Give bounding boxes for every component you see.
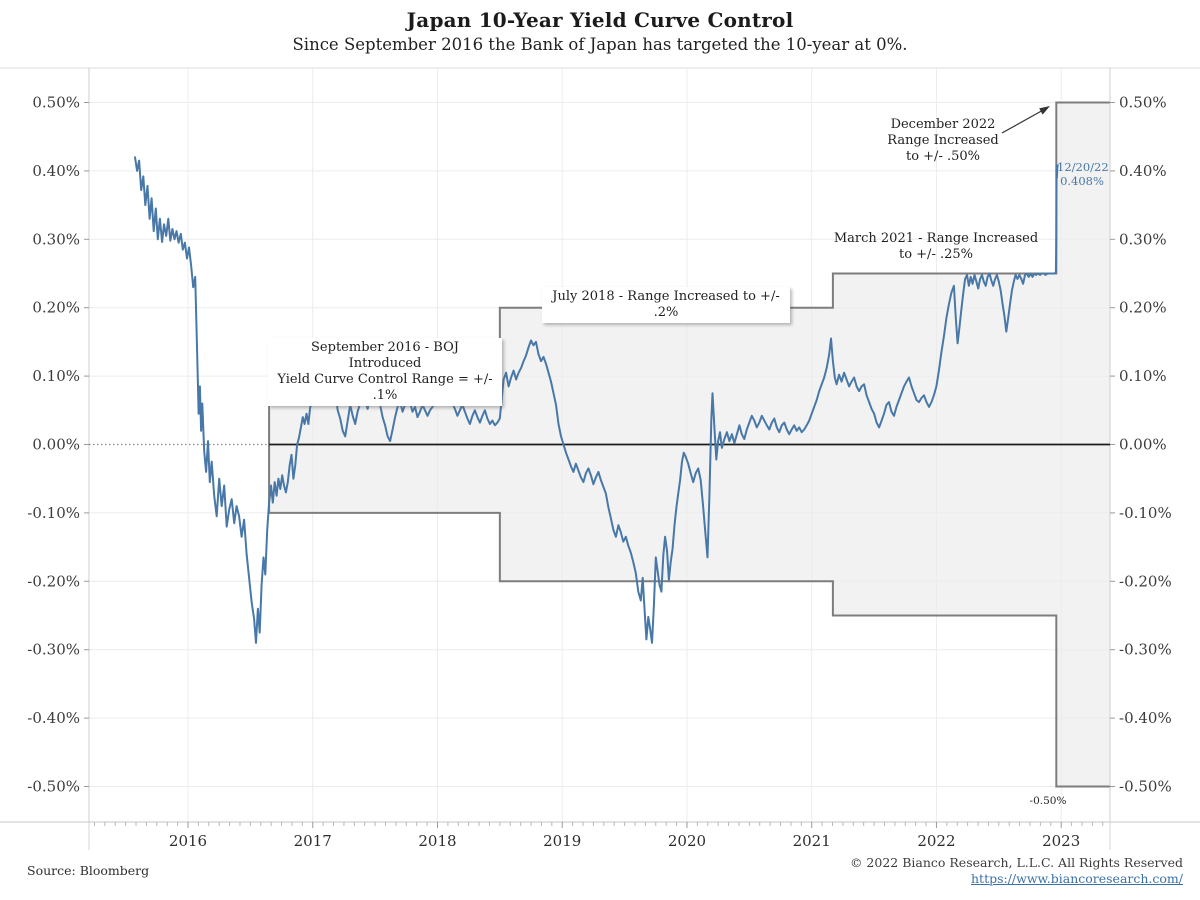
chart-title: Japan 10-Year Yield Curve Control (406, 8, 794, 32)
last-point-date: 12/20/22 (1057, 160, 1109, 174)
source-note: Source: Bloomberg (27, 863, 150, 878)
y-axis-tick-label-right: 0.40% (1119, 162, 1167, 180)
y-axis-tick-label-right: 0.20% (1119, 299, 1167, 317)
annotation-line: December 2022 (890, 117, 996, 132)
annotation-line: Yield Curve Control Range = +/- .1% (277, 372, 493, 403)
annotation-line: to +/- .50% (905, 149, 980, 164)
y-axis-tick-label-left: -0.20% (27, 572, 80, 590)
y-axis-tick-label-left: 0.10% (32, 367, 80, 385)
chart-subtitle: Since September 2016 the Bank of Japan h… (292, 35, 908, 54)
y-axis-tick-label-left: -0.50% (27, 778, 80, 796)
y-axis-tick-label-left: -0.30% (27, 641, 80, 659)
y-axis-tick-label-right: 0.30% (1119, 230, 1167, 248)
annotation-line: to +/- .25% (898, 247, 973, 262)
y-axis-tick-label-right: -0.40% (1119, 709, 1172, 727)
y-axis-tick-label-left: -0.40% (27, 709, 80, 727)
y-axis-tick-label-left: 0.50% (32, 94, 80, 112)
x-axis-tick-label: 2023 (1042, 832, 1080, 850)
y-axis-tick-label-left: 0.20% (32, 299, 80, 317)
x-axis-tick-label: 2016 (169, 832, 207, 850)
y-axis-tick-label-left: 0.40% (32, 162, 80, 180)
y-axis-tick-label-right: -0.50% (1119, 778, 1172, 796)
copyright-text: © 2022 Bianco Research, L.L.C. All Right… (849, 855, 1183, 870)
bianco-research-link[interactable]: https://www.biancoresearch.com/ (971, 871, 1183, 886)
x-axis-tick-label: 2018 (418, 832, 456, 850)
y-axis-tick-label-left: 0.00% (32, 436, 80, 454)
x-axis-tick-label: 2017 (294, 832, 332, 850)
y-axis-tick-label-left: -0.10% (27, 504, 80, 522)
y-axis-tick-label-right: 0.00% (1119, 436, 1167, 454)
annotation-mar-2021: March 2021 - Range Increased to +/- .25% (826, 231, 1046, 263)
chart-header: Japan 10-Year Yield Curve Control Since … (0, 8, 1200, 54)
y-axis-tick-label-left: 0.30% (32, 230, 80, 248)
annotation-arrow-head (1039, 106, 1050, 115)
annotation-line: March 2021 - Range Increased (833, 231, 1039, 246)
y-axis-tick-label-right: 0.50% (1119, 94, 1167, 112)
annotation-line: Range Increased (887, 133, 999, 148)
y-axis-tick-label-right: -0.30% (1119, 641, 1172, 659)
y-axis-tick-label-right: 0.10% (1119, 367, 1167, 385)
last-point-value: 0.408% (1060, 173, 1104, 188)
annotation-jul-2018: July 2018 - Range Increased to +/- .2% (542, 287, 790, 323)
x-axis-tick-label: 2021 (793, 832, 831, 850)
band-floor-label: -0.50% (1029, 795, 1067, 807)
annotation-dec-2022: December 2022 Range Increased to +/- .50… (868, 117, 1018, 165)
annotation-line: July 2018 - Range Increased to +/- .2% (552, 289, 780, 320)
copyright-block: © 2022 Bianco Research, L.L.C. All Right… (850, 855, 1183, 887)
last-point-label: 12/20/22 0.408% (1057, 160, 1109, 188)
yield-line-series (134, 156, 1059, 644)
x-axis-tick-label: 2019 (543, 832, 581, 850)
y-axis-tick-label-right: -0.10% (1119, 504, 1172, 522)
x-axis-tick-label: 2020 (668, 832, 706, 850)
annotation-arrow-line (1001, 108, 1046, 134)
y-axis-tick-label-right: -0.20% (1119, 572, 1172, 590)
x-axis-tick-label: 2022 (917, 832, 955, 850)
annotation-line: September 2016 - BOJ Introduced (311, 340, 459, 371)
annotation-sep-2016: September 2016 - BOJ Introduced Yield Cu… (268, 338, 502, 406)
